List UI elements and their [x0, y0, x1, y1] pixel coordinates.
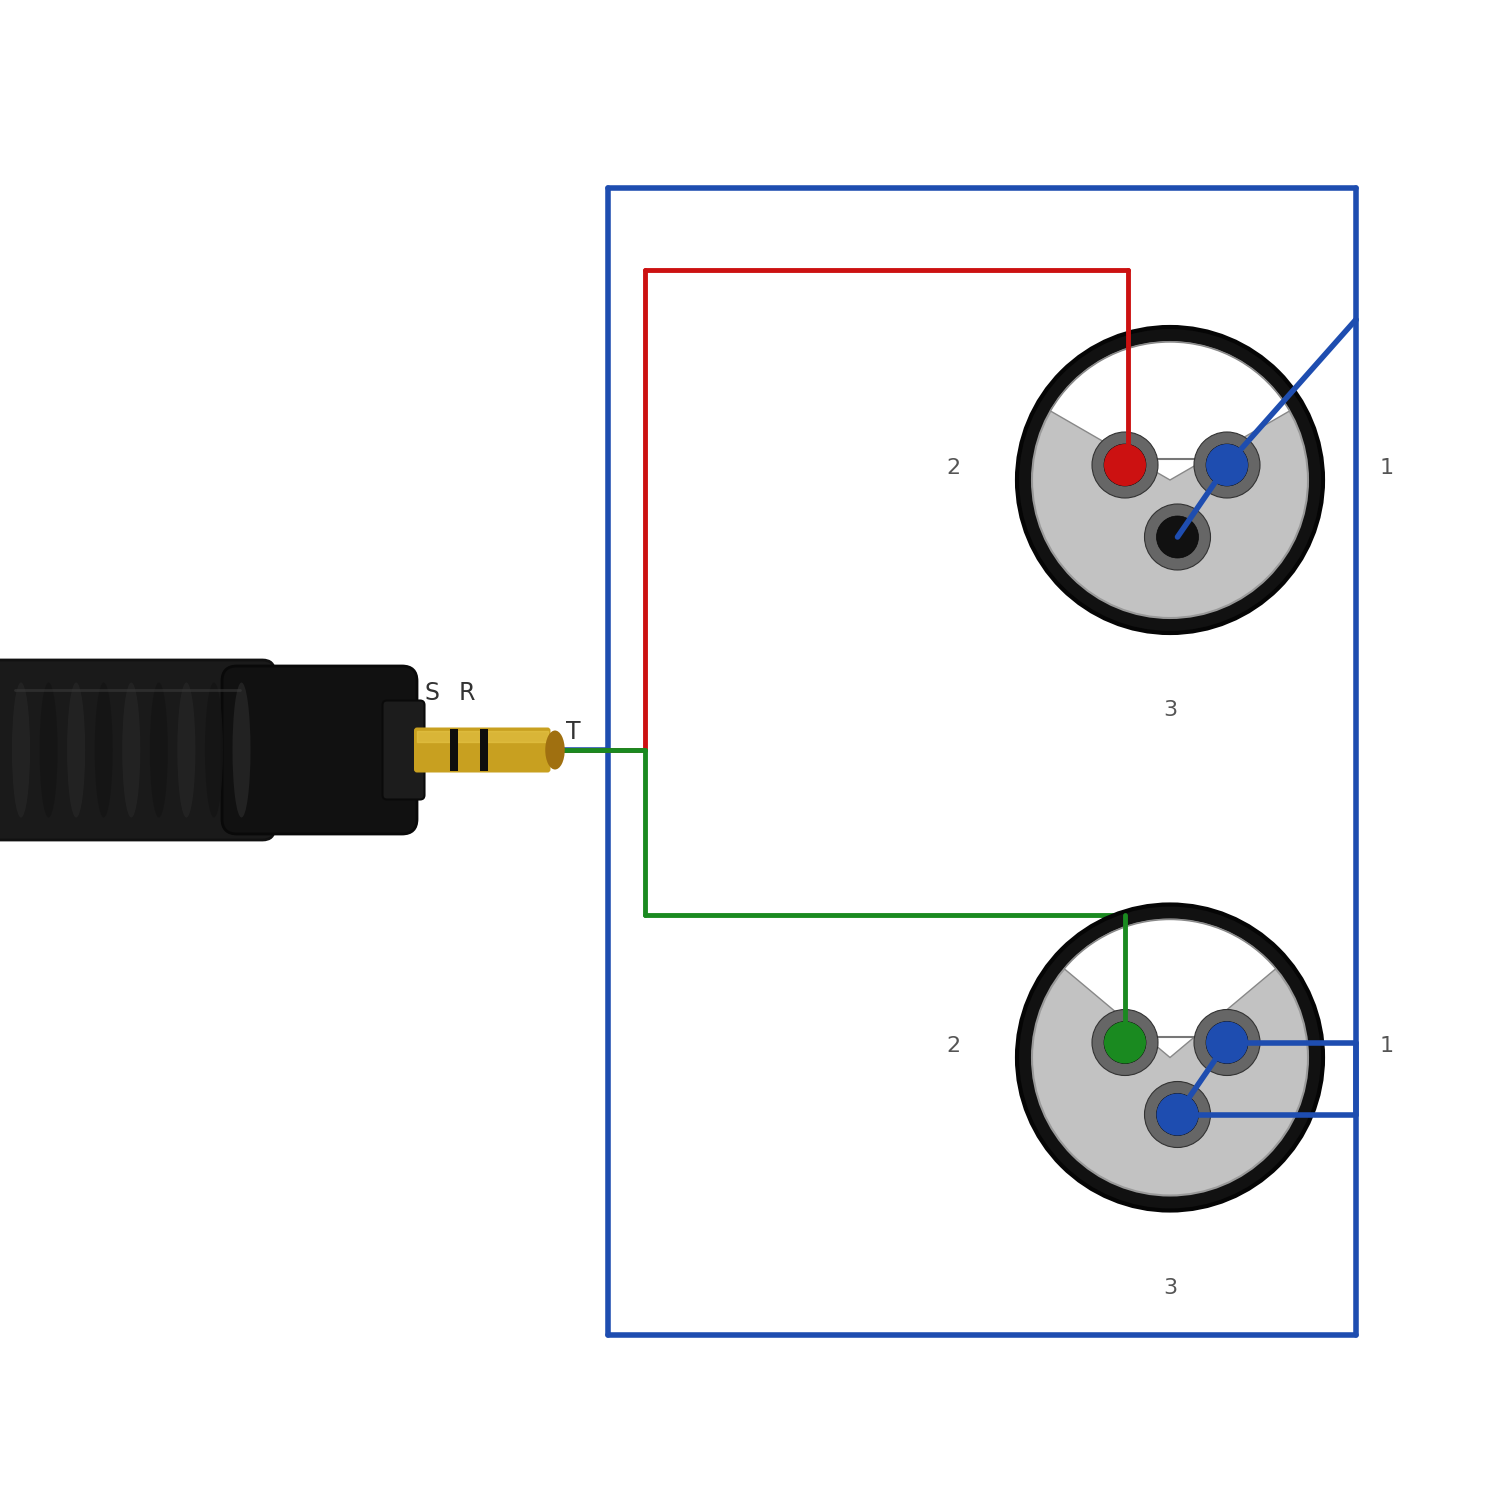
Bar: [480, 729, 488, 771]
Circle shape: [1092, 432, 1158, 498]
Text: 3: 3: [1162, 1278, 1178, 1298]
FancyBboxPatch shape: [382, 700, 424, 800]
Ellipse shape: [150, 682, 168, 818]
Text: 2: 2: [946, 1035, 960, 1056]
Wedge shape: [1065, 920, 1275, 1058]
FancyBboxPatch shape: [414, 728, 550, 772]
Text: 1: 1: [1380, 1035, 1394, 1056]
Circle shape: [1104, 444, 1146, 486]
Circle shape: [1194, 432, 1260, 498]
Circle shape: [1017, 327, 1323, 633]
FancyBboxPatch shape: [0, 660, 274, 840]
Wedge shape: [1050, 342, 1290, 480]
Circle shape: [1017, 904, 1323, 1210]
Text: 1: 1: [1380, 458, 1394, 478]
Ellipse shape: [39, 682, 57, 818]
Circle shape: [1092, 1010, 1158, 1076]
Text: S: S: [424, 681, 439, 705]
Circle shape: [1206, 444, 1248, 486]
Circle shape: [1206, 1022, 1248, 1064]
Ellipse shape: [94, 682, 112, 818]
Circle shape: [1104, 444, 1146, 486]
Ellipse shape: [68, 682, 86, 818]
Ellipse shape: [12, 682, 30, 818]
Ellipse shape: [546, 730, 564, 770]
Circle shape: [1156, 516, 1198, 558]
Text: 3: 3: [1162, 700, 1178, 720]
Circle shape: [1156, 1094, 1198, 1136]
Bar: [450, 729, 458, 771]
Circle shape: [1144, 504, 1210, 570]
Text: R: R: [459, 681, 474, 705]
Circle shape: [1032, 342, 1308, 618]
Circle shape: [1156, 1094, 1198, 1136]
Ellipse shape: [232, 682, 250, 818]
Circle shape: [1032, 920, 1308, 1196]
Circle shape: [1206, 1022, 1248, 1064]
Circle shape: [1104, 1022, 1146, 1064]
Ellipse shape: [206, 682, 224, 818]
Ellipse shape: [123, 682, 141, 818]
Text: T: T: [566, 720, 580, 744]
Ellipse shape: [177, 682, 195, 818]
Circle shape: [1144, 1082, 1210, 1148]
Circle shape: [1206, 444, 1248, 486]
Circle shape: [1104, 1022, 1146, 1064]
FancyBboxPatch shape: [222, 666, 417, 834]
Circle shape: [1194, 1010, 1260, 1076]
Text: 2: 2: [946, 458, 960, 478]
